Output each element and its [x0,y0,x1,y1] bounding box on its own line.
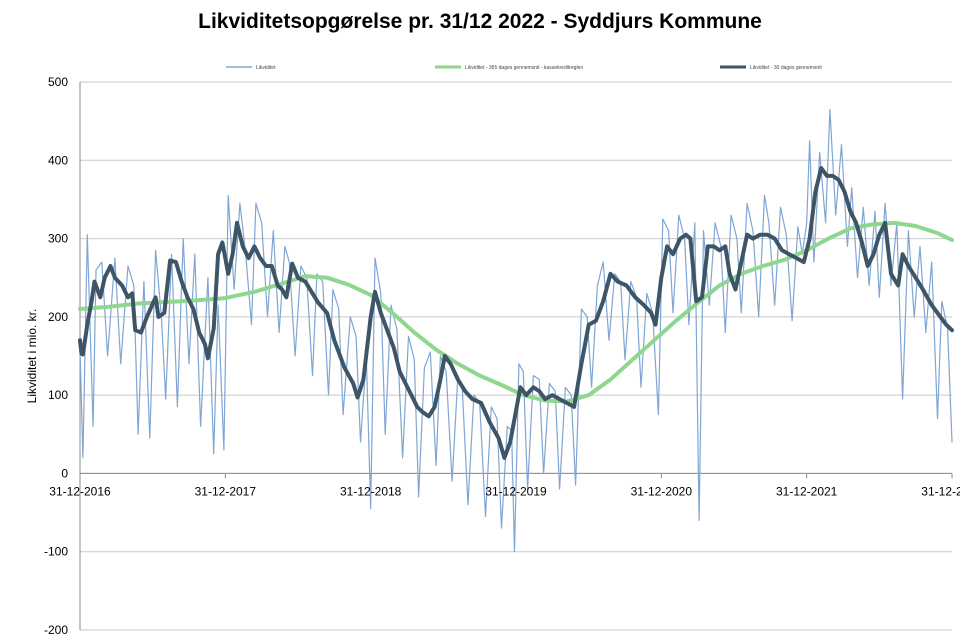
legend: Likviditet Likviditet - 365 dages gennems… [226,65,822,71]
x-tick-labels: 31-12-2016 31-12-2017 31-12-2018 31-12-2019… [49,484,960,498]
y-tick-label: 400 [48,153,68,167]
chart-title: Likviditetsopgørelse pr. 31/12 2022 - Sy… [198,10,762,33]
y-axis-label: Likviditet i mio. kr. [25,309,39,404]
x-tick-label: 31-12-2016 [49,484,111,498]
gridlines [80,81,952,631]
x-tick-label: 31-12-2020 [631,484,693,498]
series-line-0 [79,108,953,553]
y-tick-label: 500 [48,75,68,89]
series-line-2 [78,166,954,460]
y-tick-label: -200 [44,623,68,637]
y-tick-labels: 500 400 300 200 100 0 -100 -200 [44,75,68,637]
y-tick-label: 0 [61,466,68,480]
y-tick-label: 200 [48,310,68,324]
y-tick-label: 300 [48,232,68,246]
legend-label: Likviditet - 365 dages gennemsnit - kass… [465,65,583,71]
x-tick-label: 31-12-2019 [485,484,547,498]
x-tick-label: 31-12-2017 [195,484,257,498]
y-tick-label: -100 [44,545,68,559]
x-tick-label: 31-12-2021 [776,484,838,498]
x-tick-label: 31-12-2022 [921,484,960,498]
y-tick-label: 100 [48,388,68,402]
x-tick-label: 31-12-2018 [340,484,402,498]
legend-label: Likviditet - 30 dages gennemsnit [750,65,822,71]
series-lines [78,108,954,553]
legend-label: Likviditet [256,65,276,71]
